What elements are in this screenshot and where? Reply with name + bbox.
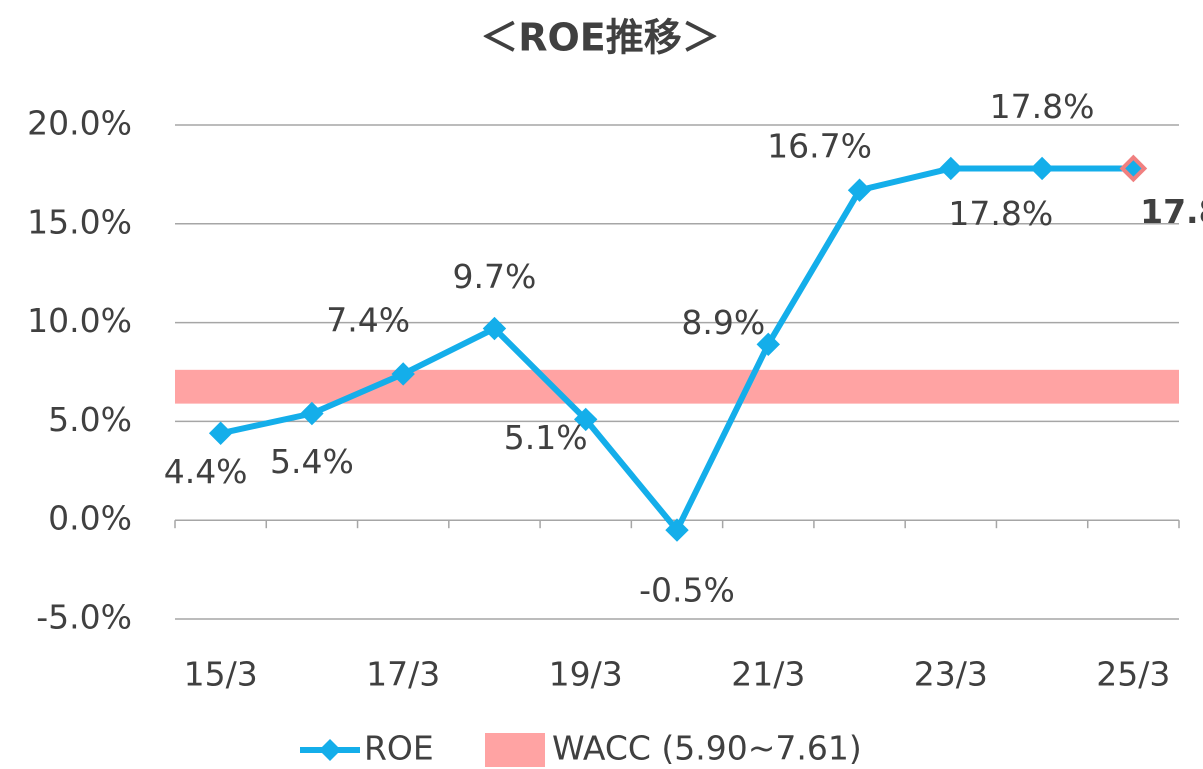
roe-marker (665, 518, 689, 542)
roe-marker (574, 407, 598, 432)
data-label: 17.8% (1140, 192, 1203, 231)
data-label: 9.7% (453, 257, 537, 296)
data-label: 5.1% (504, 418, 588, 457)
x-tick-label: 25/3 (1096, 655, 1170, 694)
data-label: 17.8% (948, 194, 1053, 233)
x-tick-label: 23/3 (914, 655, 988, 694)
x-tick-label: 17/3 (366, 655, 440, 694)
legend-swatch (485, 733, 545, 767)
roe-marker (847, 178, 872, 202)
y-tick-label: 5.0% (48, 400, 132, 439)
data-label: 8.9% (681, 303, 765, 342)
wacc-band (175, 369, 1179, 404)
roe-marker (756, 332, 780, 357)
roe-marker (939, 156, 963, 181)
roe-marker (1030, 156, 1054, 181)
roe-marker (482, 316, 507, 341)
x-tick-label: 21/3 (731, 655, 805, 694)
y-tick-label: -5.0% (36, 598, 132, 637)
data-label: 5.4% (270, 442, 354, 481)
chart-title: ＜ROE推移＞ (480, 16, 720, 60)
data-label: 17.8% (990, 87, 1095, 126)
roe-marker (1119, 154, 1148, 183)
legend-label: WACC (5.90~7.61) (552, 729, 862, 768)
roe-marker (391, 362, 415, 386)
legend-marker (319, 739, 341, 761)
y-tick-label: 0.0% (48, 499, 132, 538)
x-tick-label: 19/3 (549, 655, 623, 694)
data-label: 4.4% (164, 452, 248, 491)
legend-label: ROE (364, 729, 434, 768)
y-tick-label: 10.0% (27, 301, 132, 340)
y-tick-label: 15.0% (27, 202, 132, 241)
roe-marker (300, 401, 324, 426)
roe-marker (208, 421, 233, 445)
data-label: 16.7% (767, 127, 872, 166)
data-label: 7.4% (326, 300, 410, 339)
y-tick-label: 20.0% (27, 104, 132, 143)
x-tick-label: 15/3 (184, 655, 258, 694)
data-label: -0.5% (639, 571, 735, 610)
